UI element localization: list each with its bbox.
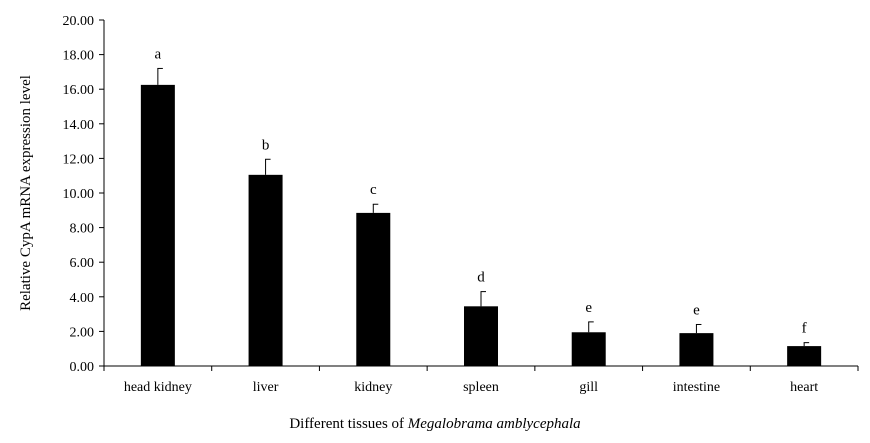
significance-label: d xyxy=(477,270,485,286)
y-tick-label: 6.00 xyxy=(70,256,95,271)
x-axis: head kidney liver kidney spleen gill intestin… xyxy=(103,365,859,395)
y-tick-label: 2.00 xyxy=(70,325,95,340)
x-tick-label: gill xyxy=(579,380,598,395)
bar xyxy=(679,333,714,366)
x-tick-label: kidney xyxy=(354,380,392,395)
x-tick-label: intestine xyxy=(673,380,720,395)
x-axis-label-text: Different tissues of xyxy=(289,416,407,432)
significance-label: e xyxy=(585,300,592,316)
y-tick-label: 4.00 xyxy=(70,291,95,306)
bar xyxy=(571,332,606,366)
y-axis: 0.00 2.00 4.00 6.00 8.00 10.00 12.00 14.00 16.00… xyxy=(63,14,105,375)
y-tick-label: 0.00 xyxy=(70,360,95,375)
bar xyxy=(356,212,391,366)
significance-label: e xyxy=(693,302,700,318)
significance-label: b xyxy=(262,137,270,153)
y-tick-label: 16.00 xyxy=(63,83,95,98)
x-tick-label: head kidney xyxy=(124,380,192,395)
bar xyxy=(464,306,498,366)
y-axis-label: Relative CypA mRNA expression level xyxy=(18,75,34,311)
x-axis-label: Different tissues of Megalobrama amblyce… xyxy=(289,416,580,432)
y-tick-label: 8.00 xyxy=(70,222,95,237)
y-tick-label: 20.00 xyxy=(63,14,95,29)
bar xyxy=(140,84,175,366)
significance-label: c xyxy=(370,182,377,198)
y-tick-label: 18.00 xyxy=(63,49,95,64)
species-name: Megalobrama amblycephala xyxy=(407,416,581,432)
significance-label: f xyxy=(802,321,807,337)
x-tick-label: liver xyxy=(253,380,279,395)
x-tick-label: heart xyxy=(790,380,818,395)
bar xyxy=(787,346,822,366)
bar xyxy=(248,174,283,366)
x-tick-label: spleen xyxy=(463,380,499,395)
y-tick-label: 14.00 xyxy=(63,118,95,133)
y-tick-label: 10.00 xyxy=(63,187,95,202)
y-tick-label: 12.00 xyxy=(63,152,95,167)
significance-label: a xyxy=(155,46,162,62)
bars: a b c d e e f xyxy=(140,46,822,366)
